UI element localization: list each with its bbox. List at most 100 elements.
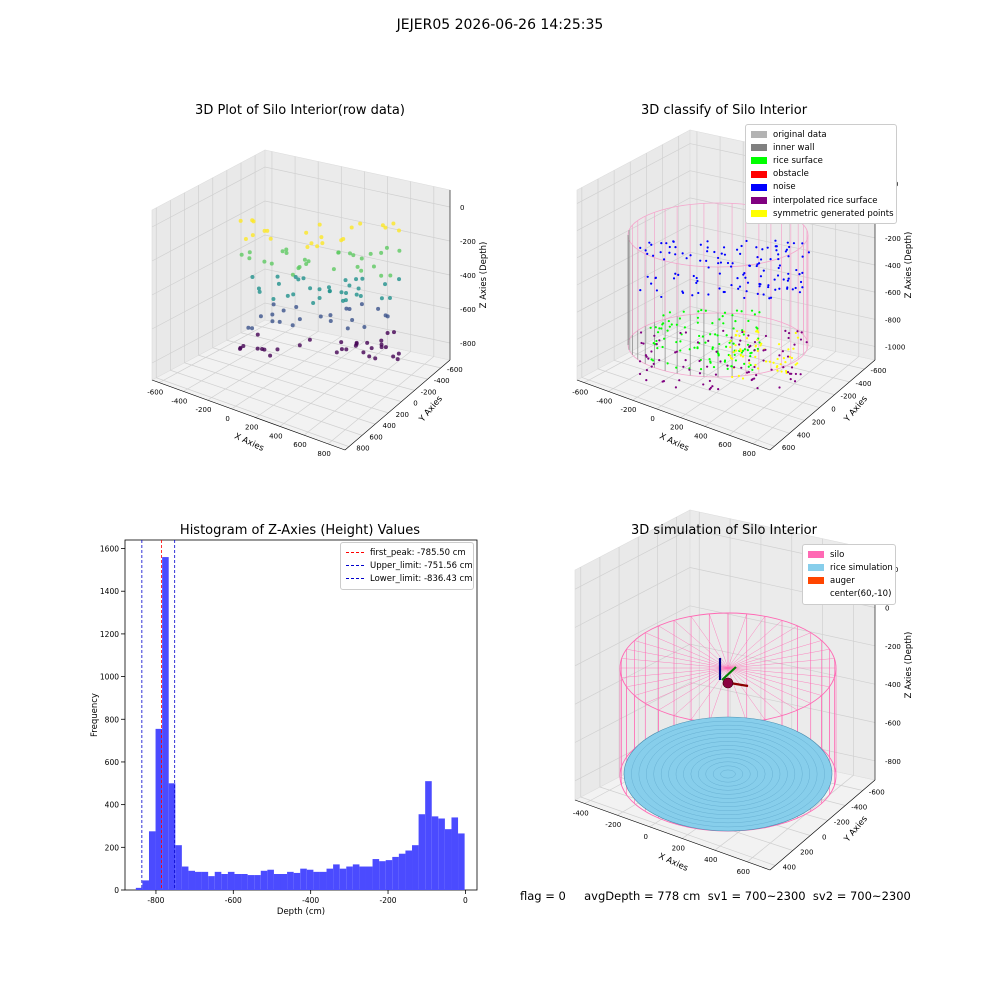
classified-point xyxy=(718,272,721,275)
y-tick-label: 0 xyxy=(822,834,826,842)
y-tick-label: 0 xyxy=(114,886,119,895)
auger-axis-y xyxy=(721,666,737,681)
classified-point xyxy=(751,368,754,371)
y-tick-label: 600 xyxy=(782,444,795,452)
data-point xyxy=(362,324,367,329)
classified-point xyxy=(777,257,780,261)
classified-point xyxy=(662,314,665,317)
classified-point xyxy=(706,246,709,249)
classified-point xyxy=(747,359,751,362)
classified-point xyxy=(639,246,642,250)
y-tick-label: -400 xyxy=(856,380,872,388)
silo-roof-line xyxy=(727,613,747,669)
histogram-bar xyxy=(412,845,419,890)
x-gridline xyxy=(279,346,388,427)
y-tick-label: 1400 xyxy=(100,587,119,596)
y-tick-label: -400 xyxy=(434,377,450,385)
data-point xyxy=(379,345,384,350)
histogram-bar xyxy=(339,868,347,890)
data-point xyxy=(290,323,295,328)
y-gridline xyxy=(630,351,820,408)
classified-point xyxy=(776,369,779,372)
classified-point xyxy=(716,256,720,260)
data-point xyxy=(356,286,361,291)
classified-point xyxy=(709,333,712,336)
classified-point xyxy=(698,372,702,375)
data-point xyxy=(343,278,348,283)
data-point xyxy=(268,353,273,358)
classified-point xyxy=(790,372,793,375)
legend-entry: Lower_limit: -836.43 cm xyxy=(346,572,472,585)
silo-roof-line xyxy=(727,616,766,669)
y-axis-line xyxy=(769,359,876,451)
data-point xyxy=(345,326,350,331)
classified-point xyxy=(745,290,748,293)
histogram-bar xyxy=(346,866,353,890)
legend-swatch xyxy=(751,157,767,165)
legend-swatch xyxy=(751,170,767,178)
classified-point xyxy=(709,360,712,363)
classified-point xyxy=(787,336,790,340)
classified-point xyxy=(668,251,671,254)
data-point xyxy=(276,281,281,286)
legend-label: silo xyxy=(830,549,845,560)
histogram-bar xyxy=(458,833,465,890)
legend-entry: symmetric generated points xyxy=(751,207,894,220)
data-point xyxy=(354,292,359,297)
classified-point xyxy=(784,329,787,332)
data-point xyxy=(379,296,384,301)
classified-point xyxy=(784,369,788,373)
classified-point xyxy=(642,342,645,345)
classified-point xyxy=(714,373,718,376)
classified-point xyxy=(725,334,728,337)
x-tick-label: 800 xyxy=(317,450,330,458)
histogram-bar xyxy=(385,860,393,890)
legend-swatch xyxy=(751,144,767,152)
z-axis-label: Z Axies (Depth) xyxy=(904,632,914,699)
classified-point xyxy=(682,310,685,313)
classified-point xyxy=(707,339,710,343)
classified-point xyxy=(722,329,725,332)
legend-label: first_peak: -785.50 cm xyxy=(370,547,466,558)
classified-point xyxy=(736,277,739,280)
data-point xyxy=(344,291,349,296)
x-tick-label: -400 xyxy=(573,810,589,818)
classified-point xyxy=(652,341,655,345)
classified-point xyxy=(660,295,663,299)
classified-point xyxy=(707,293,710,296)
simulation-plot-title: 3D simulation of Silo Interior xyxy=(631,523,817,538)
data-point xyxy=(305,245,310,250)
classified-point xyxy=(778,287,781,290)
data-point xyxy=(347,307,352,312)
classified-point xyxy=(666,362,669,365)
histogram-bar xyxy=(188,870,196,890)
classified-point xyxy=(649,326,652,329)
classified-point xyxy=(756,292,759,295)
x-tick-label: -200 xyxy=(380,896,397,905)
z-gridline xyxy=(574,605,876,667)
classified-point xyxy=(672,277,676,280)
classified-point xyxy=(794,372,798,376)
classified-point xyxy=(732,342,735,345)
x-tick-label: 400 xyxy=(704,856,717,864)
y-axis-label: Y Axies xyxy=(417,394,445,425)
classified-point xyxy=(777,266,780,270)
classified-point xyxy=(782,278,785,281)
data-point xyxy=(307,337,312,342)
classified-point xyxy=(755,330,758,333)
classified-point xyxy=(650,282,653,285)
x-gridline xyxy=(584,321,698,383)
x-tick-label: -600 xyxy=(225,896,242,905)
classified-point xyxy=(662,258,666,261)
z-tick-label: -400 xyxy=(885,681,901,689)
classified-point xyxy=(711,385,714,388)
classified-point xyxy=(726,261,730,265)
classified-point xyxy=(638,372,642,376)
y-gridline xyxy=(255,324,441,369)
classified-point xyxy=(747,371,750,374)
classified-point xyxy=(650,243,653,246)
classified-point xyxy=(796,362,799,365)
classified-point xyxy=(777,343,781,346)
classified-point xyxy=(779,363,782,366)
classified-point xyxy=(770,368,773,371)
